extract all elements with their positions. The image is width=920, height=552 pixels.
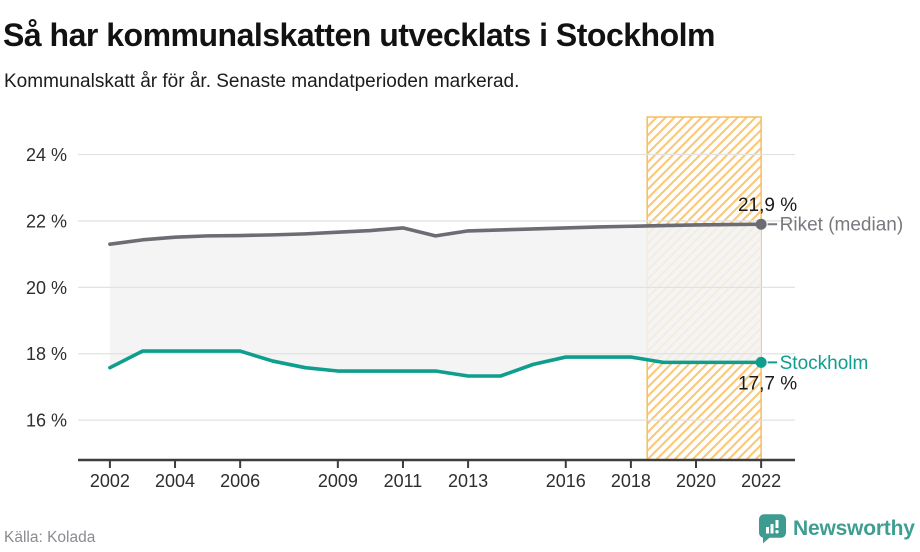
x-tick-label: 2020 [676, 471, 716, 491]
newsworthy-icon [759, 514, 786, 544]
x-tick-label: 2002 [90, 471, 130, 491]
series-end-value-riket-median: 21,9 % [738, 195, 797, 216]
series-name-label-stockholm: Stockholm [780, 353, 869, 374]
y-tick-label: 22 % [26, 211, 67, 231]
x-tick-label: 2009 [318, 471, 358, 491]
source-note: Källa: Kolada [4, 529, 96, 546]
logo-exclamation [775, 520, 779, 528]
x-tick-label: 2013 [448, 471, 488, 491]
chart-subtitle: Kommunalskatt år för år. Senaste mandatp… [4, 71, 520, 92]
brand-name: Newsworthy [793, 516, 915, 540]
logo-bar-small [766, 527, 769, 534]
y-tick-label: 18 % [26, 344, 67, 364]
x-tick-label: 2016 [546, 471, 586, 491]
series-end-dot-stockholm [755, 356, 767, 368]
x-tick-label: 2006 [220, 471, 260, 491]
series-gap-fill [109, 224, 762, 376]
series-end-value-stockholm: 17,7 % [738, 373, 797, 394]
series-line-stockholm [108, 349, 763, 378]
series-line-riket-median [108, 222, 763, 246]
x-tick-label: 2004 [155, 471, 195, 491]
series-name-label-riket-median: Riket (median) [780, 215, 904, 236]
y-tick-label: 24 % [26, 145, 67, 165]
x-tick-label: 2018 [611, 471, 651, 491]
logo-bar-tall [770, 524, 774, 534]
series-end-dot-riket-median [755, 218, 767, 230]
page-title: Så har kommunalskatten utvecklats i Stoc… [3, 17, 715, 54]
y-tick-label: 20 % [26, 278, 67, 298]
x-tick-label: 2011 [384, 471, 423, 491]
newsworthy-logo: Newsworthy [759, 513, 915, 544]
y-tick-label: 16 % [26, 411, 67, 431]
x-tick-label: 2022 [741, 471, 781, 491]
